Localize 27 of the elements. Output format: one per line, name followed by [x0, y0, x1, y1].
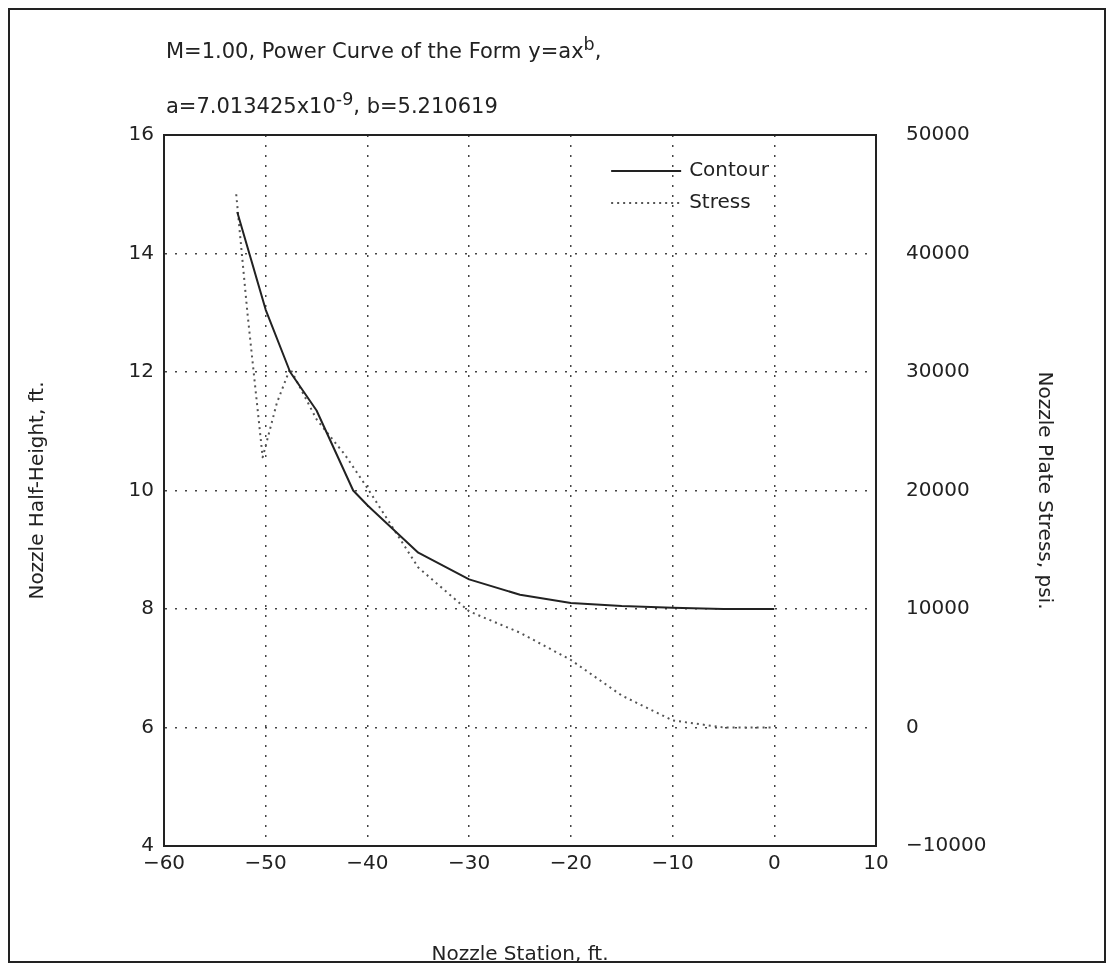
- y2-axis-title: Nozzle Plate Stress, psi.: [1033, 371, 1058, 610]
- x-tick-label: −10: [651, 850, 694, 875]
- y2-tick-label: 30000: [906, 358, 970, 383]
- chart-subtitle: a=7.013425x10$^{-9}$, b=5.210619: [166, 88, 499, 120]
- x-tick-label: −40: [346, 850, 389, 875]
- y2-tick-label: 50000: [906, 121, 970, 146]
- y-tick-label: 8: [141, 595, 154, 620]
- x-tick-label: −50: [244, 850, 287, 875]
- legend-label: Contour: [689, 157, 770, 182]
- y2-tick-label: 10000: [906, 595, 970, 620]
- y-tick-label: 10: [128, 476, 154, 501]
- x-tick-label: −20: [549, 850, 592, 875]
- y-tick-label: 16: [128, 121, 154, 146]
- x-tick-label: −30: [448, 850, 491, 875]
- x-tick-label: 10: [863, 850, 889, 875]
- x-tick-label: 0: [767, 850, 781, 875]
- y2-tick-label: 20000: [906, 476, 970, 501]
- y-tick-label: 14: [128, 239, 154, 264]
- y2-tick-label: 0: [906, 713, 919, 738]
- y-axis-title: Nozzle Half-Height, ft.: [24, 381, 49, 600]
- chart-title: M=1.00, Power Curve of the Form y=ax$^{b}$,: [166, 33, 602, 65]
- y-tick-label: 12: [128, 358, 154, 383]
- legend-label: Stress: [689, 189, 751, 214]
- y2-tick-label: 40000: [906, 239, 970, 264]
- y-tick-label: 6: [141, 713, 154, 738]
- y2-tick-label: −10000: [906, 832, 987, 857]
- x-axis-title: Nozzle Station, ft.: [431, 941, 609, 966]
